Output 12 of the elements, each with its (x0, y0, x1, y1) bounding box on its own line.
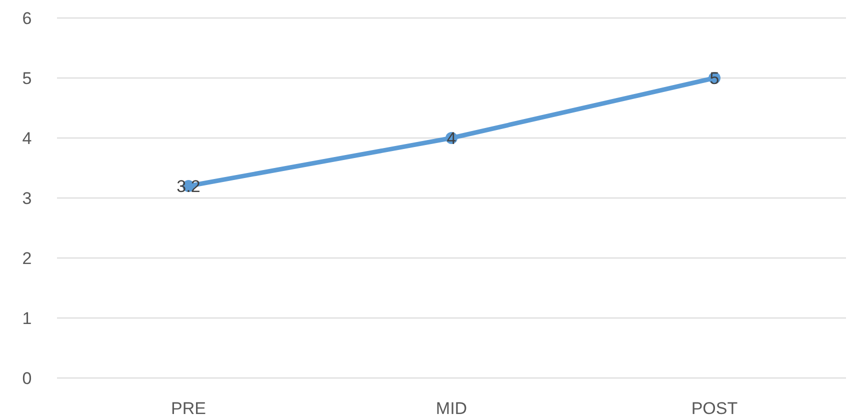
x-tick-label: POST (691, 399, 738, 418)
y-tick-label: 0 (22, 369, 32, 388)
y-tick-label: 5 (22, 69, 32, 88)
data-label: 5 (710, 69, 720, 88)
y-tick-label: 6 (22, 9, 32, 28)
y-tick-label: 4 (22, 129, 32, 148)
x-tick-label: PRE (171, 399, 206, 418)
y-tick-label: 3 (22, 189, 32, 208)
y-tick-label: 2 (22, 249, 32, 268)
data-label: 4 (446, 129, 456, 148)
y-tick-label: 1 (22, 309, 32, 328)
x-tick-label: MID (436, 399, 468, 418)
